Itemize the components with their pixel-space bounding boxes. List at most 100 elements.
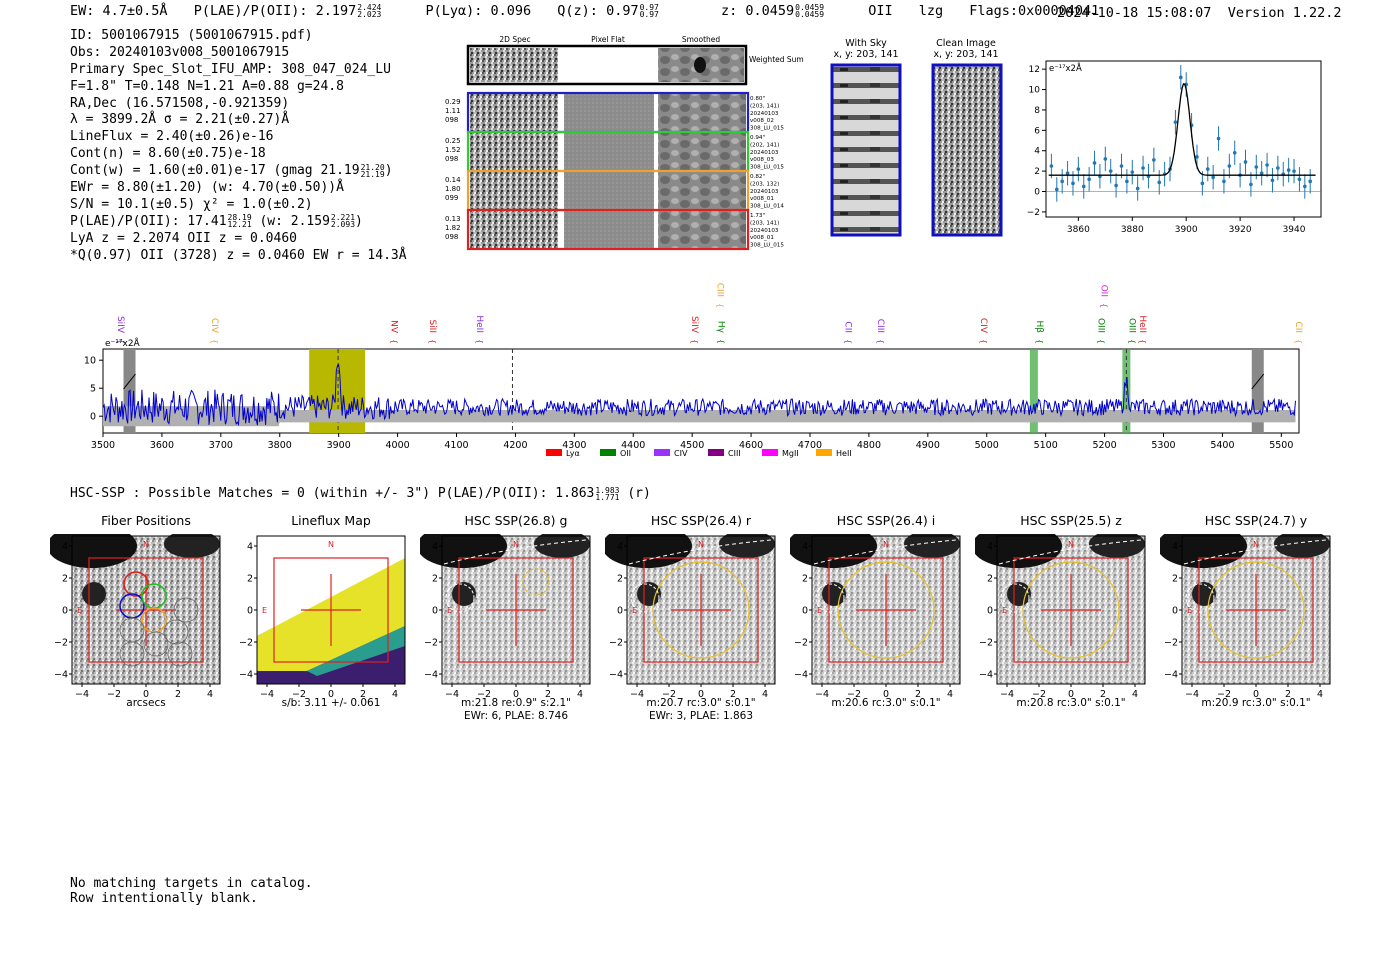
full-ytick: 0 bbox=[90, 412, 96, 423]
spectral-line-label: NV { bbox=[389, 320, 399, 344]
panel-title: HSC SSP(26.4) i bbox=[836, 513, 936, 528]
panel-title: HSC SSP(26.4) r bbox=[650, 513, 752, 528]
zoom-data-point bbox=[1060, 169, 1064, 194]
stamp-right-label: 20240103 bbox=[750, 189, 779, 195]
spectral-line-label: SiII { bbox=[427, 319, 437, 344]
panel-ytick: −2 bbox=[979, 638, 993, 649]
with-sky-title: With Sky x, y: 203, 141 bbox=[833, 38, 899, 60]
svg-text:{: { bbox=[1035, 339, 1044, 344]
clean-image bbox=[931, 63, 1003, 237]
panel-title: HSC SSP(24.7) y bbox=[1204, 513, 1308, 528]
stamp-left-label: 0.14 bbox=[445, 176, 461, 184]
panel-xtick: −2 bbox=[292, 689, 306, 700]
panel-xtick: 4 bbox=[1132, 689, 1138, 700]
full-xtick: 4000 bbox=[385, 440, 409, 451]
info-f: F=1.8" T=0.148 N=1.21 A=0.88 g=24.8 bbox=[70, 78, 344, 94]
svg-text:Lyα: Lyα bbox=[566, 449, 580, 458]
full-xtick: 4700 bbox=[798, 440, 822, 451]
info-radec: RA,Dec (16.571508,-0.921359) bbox=[70, 95, 290, 111]
zoom-data-point bbox=[1276, 155, 1280, 181]
panel-ytick: 2 bbox=[802, 574, 808, 585]
info-contn: Cont(n) = 8.60(±0.75)e-18 bbox=[70, 146, 266, 162]
panel-xtick: −4 bbox=[815, 689, 829, 700]
stamp-right-label: 0.82" bbox=[750, 174, 765, 180]
fiber-circle bbox=[123, 571, 149, 597]
panel-caption: arcsecs bbox=[126, 697, 166, 709]
cutout-stamps: 2D Spec Pixel Flat Smoothed Weighted Sum… bbox=[445, 35, 804, 251]
full-xtick: 5200 bbox=[1092, 440, 1116, 451]
panel-title: Lineflux Map bbox=[291, 513, 371, 528]
panel-ytick: −4 bbox=[54, 670, 68, 681]
panel-xtick: 2 bbox=[545, 689, 551, 700]
panel-ytick: −2 bbox=[1164, 638, 1178, 649]
legend-item: Lyα bbox=[546, 449, 580, 458]
zoom-data-point bbox=[1119, 153, 1124, 179]
image-panel: N E −4 −2 0 2 4 4 2 0 −2 −4 bbox=[50, 534, 221, 700]
zoom-data-point bbox=[1152, 147, 1156, 173]
info-lambda: λ = 3899.2Å σ = 2.21(±0.27)Å bbox=[70, 112, 290, 128]
full-xtick: 3900 bbox=[327, 440, 351, 451]
panel-xtick: 0 bbox=[698, 689, 704, 700]
svg-text:{: { bbox=[1294, 339, 1303, 344]
zoom-data-point bbox=[1135, 176, 1140, 201]
zoom-data-point bbox=[1270, 168, 1275, 193]
info-obs: Obs: 20240103v008_5001067915 bbox=[70, 44, 290, 60]
panel-ytick: 4 bbox=[987, 542, 993, 553]
datestamp-text: 2024-10-18 15:08:07 bbox=[1057, 5, 1212, 21]
zoom-xtick: 3880 bbox=[1121, 225, 1144, 235]
full-unit-label: e⁻¹⁷x2Å bbox=[105, 337, 141, 349]
svg-text:CIII: CIII bbox=[715, 283, 725, 297]
compass-n: N bbox=[143, 540, 149, 549]
full-xtick: 4600 bbox=[739, 440, 763, 451]
panel-ytick: 0 bbox=[1172, 606, 1178, 617]
panel-ytick: −4 bbox=[794, 670, 808, 681]
info-block: ID: 5001067915 (5001067915.pdf) Obs: 202… bbox=[70, 28, 407, 264]
zoom-ytick: 4 bbox=[1034, 147, 1040, 157]
svg-text:SiII: SiII bbox=[427, 319, 437, 333]
zoom-ytick: 0 bbox=[1034, 188, 1040, 198]
col-title-2dspec: 2D Spec bbox=[499, 35, 530, 44]
compass-e: E bbox=[632, 606, 637, 615]
aperture-circle bbox=[837, 561, 935, 659]
panel-title: HSC SSP(26.8) g bbox=[464, 513, 568, 528]
panel-caption: s/b: 3.11 +/- 0.061 bbox=[281, 697, 381, 709]
stamp-left-label: 0.25 bbox=[445, 137, 461, 145]
stamp-left-label: 1.52 bbox=[445, 146, 461, 154]
stamp-left-label: 0.29 bbox=[445, 98, 461, 106]
emission-line-band bbox=[1029, 349, 1038, 433]
svg-text:SiIV: SiIV bbox=[115, 316, 125, 334]
panel-caption: m:20.9 rc:3.0" s:0.1" bbox=[1201, 697, 1311, 709]
full-spectrum-plot: SiIV{CIV{NV{SiII{HeII{SiIV{CIII{Hγ{CII{C… bbox=[84, 283, 1303, 458]
with-sky-image bbox=[830, 63, 902, 237]
zoom-data-point bbox=[1065, 160, 1070, 186]
spectral-line-label: HeII { bbox=[474, 315, 484, 344]
weighted-sum-label: Weighted Sum bbox=[749, 55, 804, 64]
stamp-right-label: 308_LU_015 bbox=[750, 165, 784, 171]
spectral-line-label: CII { bbox=[1293, 321, 1303, 344]
info-id: ID: 5001067915 (5001067915.pdf) bbox=[70, 28, 313, 43]
compass-n: N bbox=[513, 540, 519, 549]
svg-text:HeII: HeII bbox=[836, 449, 852, 458]
svg-text:OII: OII bbox=[620, 449, 631, 458]
spectral-line-label: CIV { bbox=[209, 318, 219, 344]
svg-text:{: { bbox=[843, 339, 852, 344]
panel-caption: m:20.6 rc:3.0" s:0.1" bbox=[831, 697, 941, 709]
spectral-line-label: SiIV { bbox=[115, 316, 125, 344]
full-xtick: 5400 bbox=[1210, 440, 1234, 451]
legend-item: OII bbox=[600, 449, 631, 458]
panel-ytick: −2 bbox=[54, 638, 68, 649]
svg-text:OIII: OIII bbox=[1126, 318, 1136, 333]
panel-caption: m:20.8 rc:3.0" s:0.1" bbox=[1016, 697, 1126, 709]
zoom-data-point bbox=[1125, 169, 1129, 194]
noise-band bbox=[103, 406, 1296, 427]
panel-xtick: −4 bbox=[1000, 689, 1014, 700]
full-xtick: 4200 bbox=[503, 440, 527, 451]
zoom-xtick: 3940 bbox=[1283, 225, 1306, 235]
panel-xtick: 0 bbox=[513, 689, 519, 700]
zoom-model-line bbox=[1048, 82, 1316, 176]
panel-ytick: −4 bbox=[239, 670, 253, 681]
svg-text:{: { bbox=[210, 339, 219, 344]
panel-ytick: −2 bbox=[424, 638, 438, 649]
stamp-right-label: v008_01 bbox=[750, 235, 774, 241]
stamp-left-label: 098 bbox=[445, 155, 458, 163]
